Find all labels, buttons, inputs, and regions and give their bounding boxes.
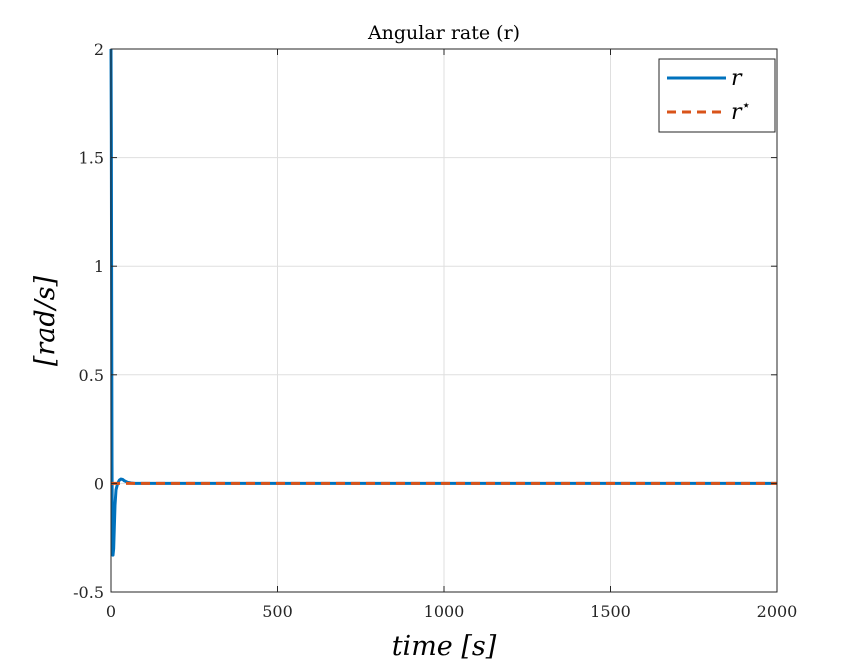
y-tick-label: 0 [94,474,104,493]
legend: r r⋆ [658,58,776,133]
y-tick-labels: -0.5 0 0.5 1 1.5 2 [73,40,104,602]
x-tick-label: 0 [106,602,116,621]
legend-label-r-star: r⋆ [731,96,751,125]
y-tick-label: 1 [94,257,104,276]
series-layer [109,48,777,557]
y-tick-label: -0.5 [73,583,104,602]
y-axis-title: [rad/s] [30,275,61,366]
x-tick-label: 500 [262,602,293,621]
x-tick-label: 1500 [590,602,631,621]
x-tick-labels: 0 500 1000 1500 2000 [106,602,797,621]
y-tick-label: 0.5 [79,366,104,385]
chart-title: Angular rate (r) [367,22,520,44]
legend-box [658,58,776,133]
x-axis-title: time [s] [392,631,497,662]
y-tick-label: 1.5 [79,149,104,168]
legend-label-r: r [731,66,743,91]
x-tick-label: 2000 [757,602,798,621]
x-tick-label: 1000 [424,602,465,621]
tick-marks [110,48,778,593]
chart-title-text: Angular rate (r) [367,22,520,44]
y-tick-label: 2 [94,40,104,59]
